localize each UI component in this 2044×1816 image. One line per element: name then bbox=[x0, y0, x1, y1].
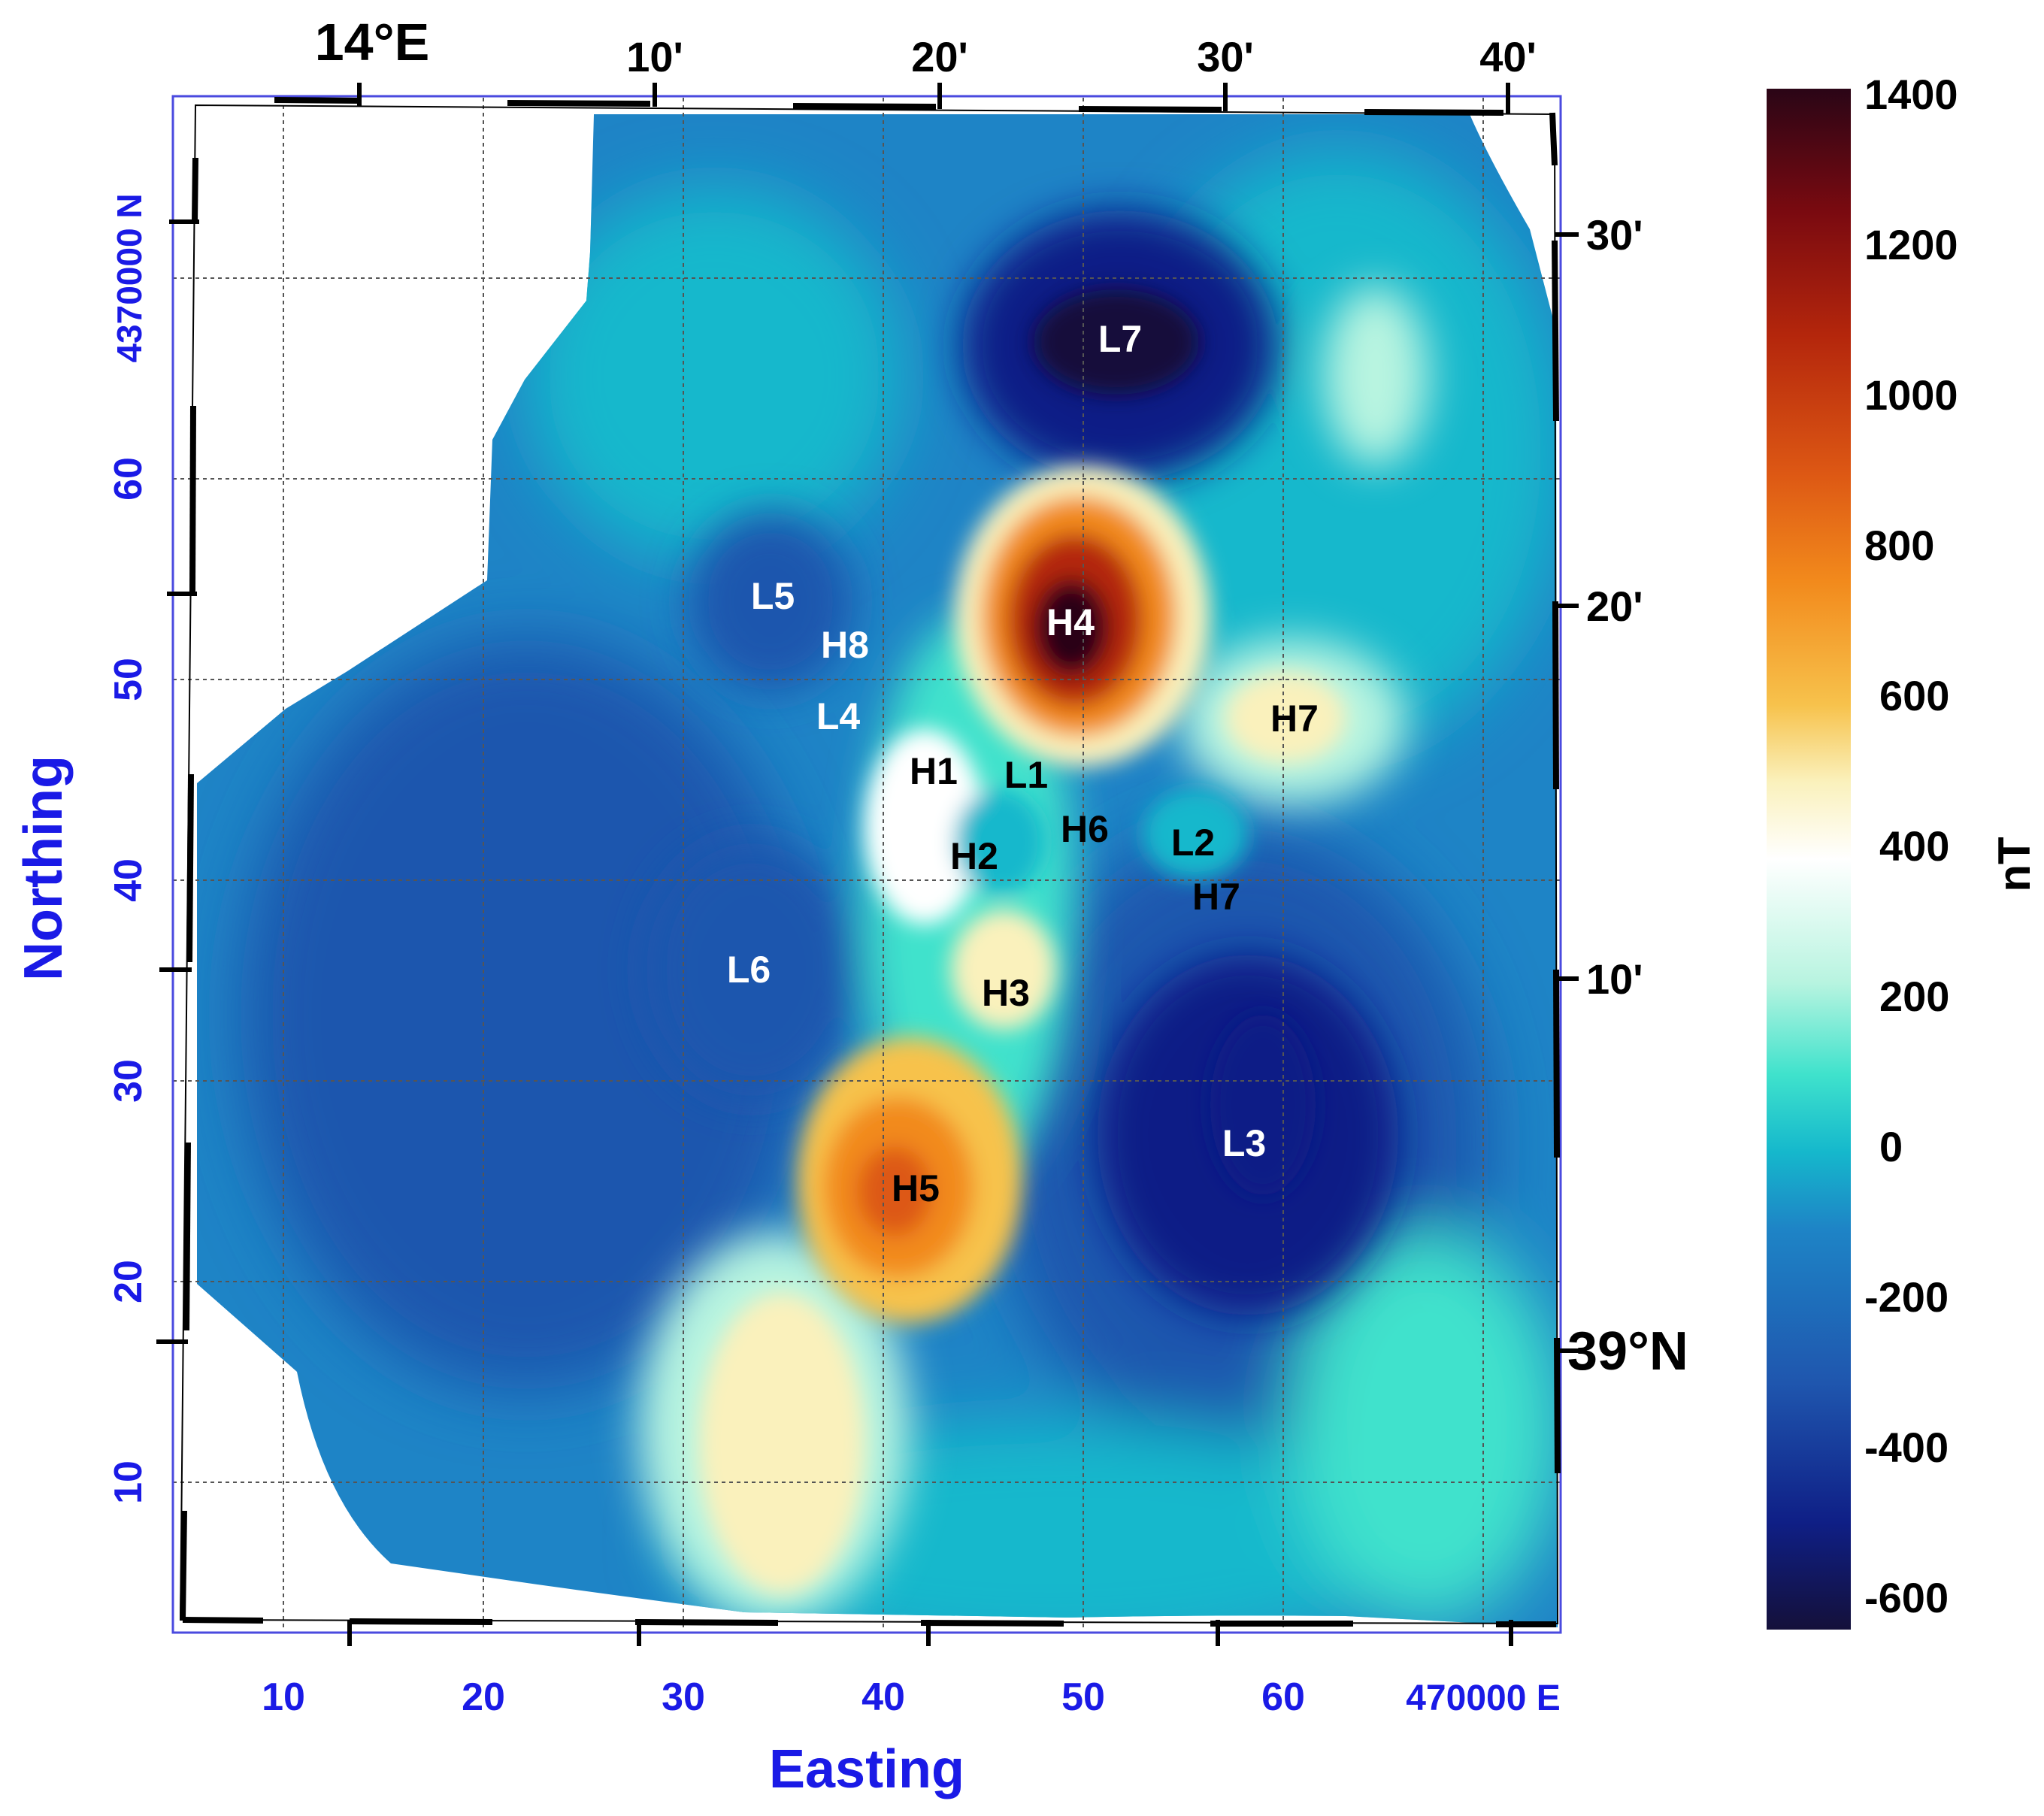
anomaly-label-h5: H5 bbox=[892, 1167, 940, 1209]
anomaly-label-h6: H6 bbox=[1061, 808, 1109, 850]
lon-label-10: 10' bbox=[626, 33, 683, 80]
northing-tick: 40 bbox=[107, 858, 150, 902]
northing-tick: 60 bbox=[107, 457, 150, 501]
lon-label-14e: 14°E bbox=[315, 13, 430, 71]
x-axis-title: Easting bbox=[769, 1739, 964, 1799]
anomaly-label-l2: L2 bbox=[1171, 822, 1215, 864]
anomaly-label-l4: L4 bbox=[816, 695, 861, 737]
colorbar-tick: -400 bbox=[1864, 1424, 1949, 1471]
colorbar-tick: 600 bbox=[1879, 672, 1949, 719]
graticule-grid bbox=[173, 98, 1560, 1631]
colorbar-ramp bbox=[1767, 89, 1851, 1630]
easting-tick: 10 bbox=[262, 1675, 305, 1719]
lon-label-20: 20' bbox=[911, 33, 968, 80]
geographic-frame-ticks bbox=[180, 97, 1561, 1627]
longitude-labels: 14°E 10' 20' 30' 40' bbox=[315, 13, 1537, 80]
colorbar-tick: 1400 bbox=[1864, 71, 1958, 118]
colorbar: 1400 1200 1000 800 600 400 200 0 -200 -4… bbox=[1767, 71, 2039, 1630]
colorbar-tick: 200 bbox=[1879, 973, 1949, 1020]
colorbar-tick: -200 bbox=[1864, 1273, 1949, 1321]
latitude-labels: 30' 20' 10' 39°N bbox=[1567, 211, 1688, 1382]
colorbar-tick: 400 bbox=[1879, 822, 1949, 870]
lon-label-30: 30' bbox=[1197, 33, 1254, 80]
anomaly-label-h4: H4 bbox=[1046, 601, 1095, 643]
colorbar-unit: nT bbox=[1989, 837, 2039, 891]
anomaly-field bbox=[197, 114, 1558, 1627]
anomaly-label-l6: L6 bbox=[727, 949, 771, 991]
northing-tick-labels: 10 20 30 40 50 60 4370000 N bbox=[107, 193, 150, 1503]
lat-label-30: 30' bbox=[1586, 211, 1643, 259]
easting-tick-labels: 10 20 30 40 50 60 470000 E bbox=[262, 1675, 1561, 1719]
anomaly-label-l7: L7 bbox=[1098, 318, 1142, 360]
lon-label-40: 40' bbox=[1479, 33, 1537, 80]
anomaly-label-h3: H3 bbox=[982, 972, 1030, 1014]
colorbar-tick: 1200 bbox=[1864, 221, 1958, 268]
outer-ticks bbox=[156, 83, 1579, 1646]
colorbar-tick: 1000 bbox=[1864, 371, 1958, 419]
northing-tick: 10 bbox=[107, 1460, 150, 1504]
anomaly-label-h7b: H7 bbox=[1192, 876, 1240, 918]
anomaly-label-h8: H8 bbox=[821, 624, 869, 666]
colorbar-tick: 800 bbox=[1864, 522, 1934, 569]
northing-tick: 50 bbox=[107, 658, 150, 701]
colorbar-tick: -600 bbox=[1864, 1574, 1949, 1621]
easting-tick: 50 bbox=[1061, 1675, 1105, 1719]
northing-tick: 4370000 N bbox=[110, 193, 149, 362]
lat-label-10: 10' bbox=[1586, 955, 1643, 1003]
anomaly-label-h2: H2 bbox=[950, 835, 998, 877]
y-axis-title: Northing bbox=[14, 755, 74, 981]
anomaly-labels: L7 L5 H8 H4 L4 H7 H1 L1 H6 L2 H2 H7 L6 H… bbox=[727, 318, 1319, 1209]
northing-tick: 20 bbox=[107, 1260, 150, 1303]
anomaly-label-l5: L5 bbox=[751, 575, 795, 617]
northing-tick: 30 bbox=[107, 1059, 150, 1103]
lat-label-20: 20' bbox=[1586, 583, 1643, 630]
easting-tick: 20 bbox=[462, 1675, 505, 1719]
easting-tick: 470000 E bbox=[1406, 1678, 1561, 1718]
lat-label-39n: 39°N bbox=[1567, 1321, 1688, 1382]
easting-tick: 30 bbox=[662, 1675, 705, 1719]
utm-frame bbox=[171, 95, 1562, 1634]
anomaly-label-l3: L3 bbox=[1222, 1122, 1266, 1164]
colorbar-ticks: 1400 1200 1000 800 600 400 200 0 -200 -4… bbox=[1864, 71, 1958, 1621]
anomaly-label-h1: H1 bbox=[910, 750, 958, 792]
easting-tick: 60 bbox=[1261, 1675, 1305, 1719]
anomaly-label-h7: H7 bbox=[1270, 698, 1319, 740]
colorbar-tick: 0 bbox=[1879, 1123, 1903, 1170]
anomaly-label-l1: L1 bbox=[1004, 754, 1048, 796]
easting-tick: 40 bbox=[862, 1675, 905, 1719]
